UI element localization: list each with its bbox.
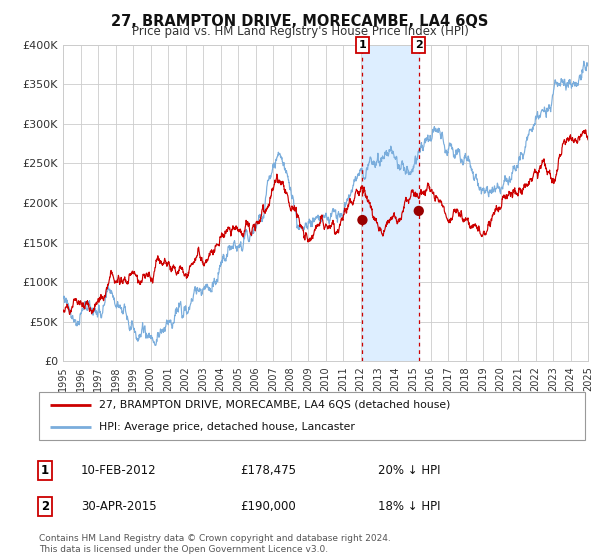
- Text: HPI: Average price, detached house, Lancaster: HPI: Average price, detached house, Lanc…: [99, 422, 355, 432]
- Text: 10-FEB-2012: 10-FEB-2012: [81, 464, 157, 477]
- Text: 18% ↓ HPI: 18% ↓ HPI: [378, 500, 440, 514]
- Text: 2: 2: [41, 500, 49, 514]
- Text: 1: 1: [41, 464, 49, 477]
- Point: [414, 207, 424, 216]
- Text: 1: 1: [359, 40, 366, 50]
- Text: This data is licensed under the Open Government Licence v3.0.: This data is licensed under the Open Gov…: [39, 545, 328, 554]
- Point: [358, 216, 367, 225]
- Text: Contains HM Land Registry data © Crown copyright and database right 2024.: Contains HM Land Registry data © Crown c…: [39, 534, 391, 543]
- Text: £178,475: £178,475: [240, 464, 296, 477]
- Text: 30-APR-2015: 30-APR-2015: [81, 500, 157, 514]
- Text: Price paid vs. HM Land Registry's House Price Index (HPI): Price paid vs. HM Land Registry's House …: [131, 25, 469, 38]
- Text: £190,000: £190,000: [240, 500, 296, 514]
- FancyBboxPatch shape: [39, 392, 585, 440]
- Text: 27, BRAMPTON DRIVE, MORECAMBE, LA4 6QS: 27, BRAMPTON DRIVE, MORECAMBE, LA4 6QS: [112, 14, 488, 29]
- Text: 2: 2: [415, 40, 422, 50]
- Text: 27, BRAMPTON DRIVE, MORECAMBE, LA4 6QS (detached house): 27, BRAMPTON DRIVE, MORECAMBE, LA4 6QS (…: [99, 400, 451, 410]
- Bar: [362, 45, 419, 361]
- Text: 20% ↓ HPI: 20% ↓ HPI: [378, 464, 440, 477]
